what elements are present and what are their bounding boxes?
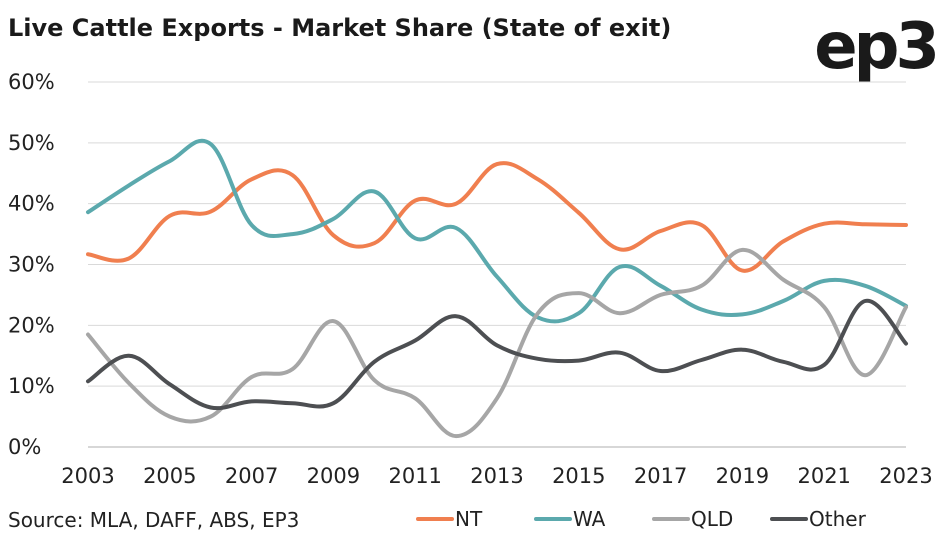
source-note: Source: MLA, DAFF, ABS, EP3 bbox=[8, 508, 299, 532]
series-line-wa bbox=[86, 138, 908, 324]
x-tick-label: 2003 bbox=[61, 464, 114, 488]
series-line-qld bbox=[86, 247, 908, 439]
ep3-logo: ep3 bbox=[814, 10, 936, 84]
legend-label-other: Other bbox=[809, 507, 867, 531]
y-axis-ticks: 0% 10% 20% 30% 40% 50% 60% bbox=[8, 70, 55, 459]
y-tick-label: 30% bbox=[8, 253, 55, 277]
series-lines bbox=[86, 138, 908, 439]
x-tick-label: 2023 bbox=[879, 464, 932, 488]
y-tick-label: 10% bbox=[8, 374, 55, 398]
series-line-other bbox=[86, 298, 908, 411]
x-tick-label: 2021 bbox=[797, 464, 850, 488]
y-tick-label: 50% bbox=[8, 131, 55, 155]
x-tick-label: 2005 bbox=[143, 464, 196, 488]
x-tick-label: 2013 bbox=[470, 464, 523, 488]
chart-title: Live Cattle Exports - Market Share (Stat… bbox=[8, 14, 671, 42]
y-tick-label: 20% bbox=[8, 313, 55, 337]
x-tick-label: 2007 bbox=[225, 464, 278, 488]
y-tick-label: 40% bbox=[8, 192, 55, 216]
legend-label-wa: WA bbox=[573, 507, 606, 531]
legend: NT WA QLD Other bbox=[416, 507, 867, 531]
legend-label-qld: QLD bbox=[691, 507, 733, 531]
series-line-nt bbox=[86, 161, 908, 273]
x-tick-label: 2009 bbox=[307, 464, 360, 488]
x-tick-label: 2011 bbox=[388, 464, 441, 488]
y-tick-label: 0% bbox=[8, 435, 41, 459]
x-tick-label: 2015 bbox=[552, 464, 605, 488]
gridlines bbox=[88, 81, 906, 448]
x-tick-label: 2017 bbox=[634, 464, 687, 488]
y-tick-label: 60% bbox=[8, 70, 55, 94]
x-axis-ticks: 2003 2005 2007 2009 2011 2013 2015 2017 2019 2021… bbox=[61, 464, 932, 488]
legend-label-nt: NT bbox=[455, 507, 483, 531]
x-tick-label: 2019 bbox=[716, 464, 769, 488]
